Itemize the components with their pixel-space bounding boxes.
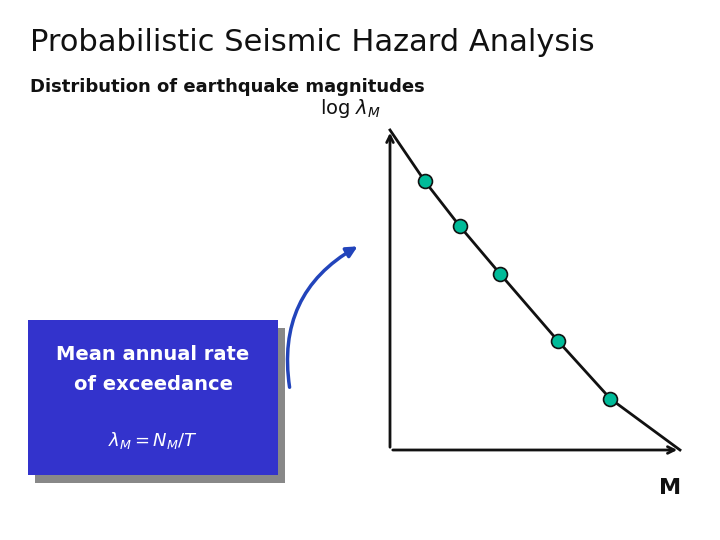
Point bbox=[495, 269, 506, 278]
Text: Distribution of earthquake magnitudes: Distribution of earthquake magnitudes bbox=[30, 78, 425, 96]
Text: Probabilistic Seismic Hazard Analysis: Probabilistic Seismic Hazard Analysis bbox=[30, 28, 595, 57]
Point bbox=[419, 177, 431, 186]
FancyBboxPatch shape bbox=[35, 328, 285, 483]
Point bbox=[454, 222, 465, 231]
Text: of exceedance: of exceedance bbox=[73, 375, 233, 394]
Text: $\lambda_M = N_M / T$: $\lambda_M = N_M / T$ bbox=[108, 430, 198, 451]
Text: M: M bbox=[659, 478, 681, 498]
FancyBboxPatch shape bbox=[28, 320, 278, 475]
Text: log $\lambda_M$: log $\lambda_M$ bbox=[320, 97, 381, 120]
Text: Mean annual rate: Mean annual rate bbox=[56, 345, 250, 364]
Point bbox=[552, 337, 564, 346]
Point bbox=[605, 395, 616, 403]
